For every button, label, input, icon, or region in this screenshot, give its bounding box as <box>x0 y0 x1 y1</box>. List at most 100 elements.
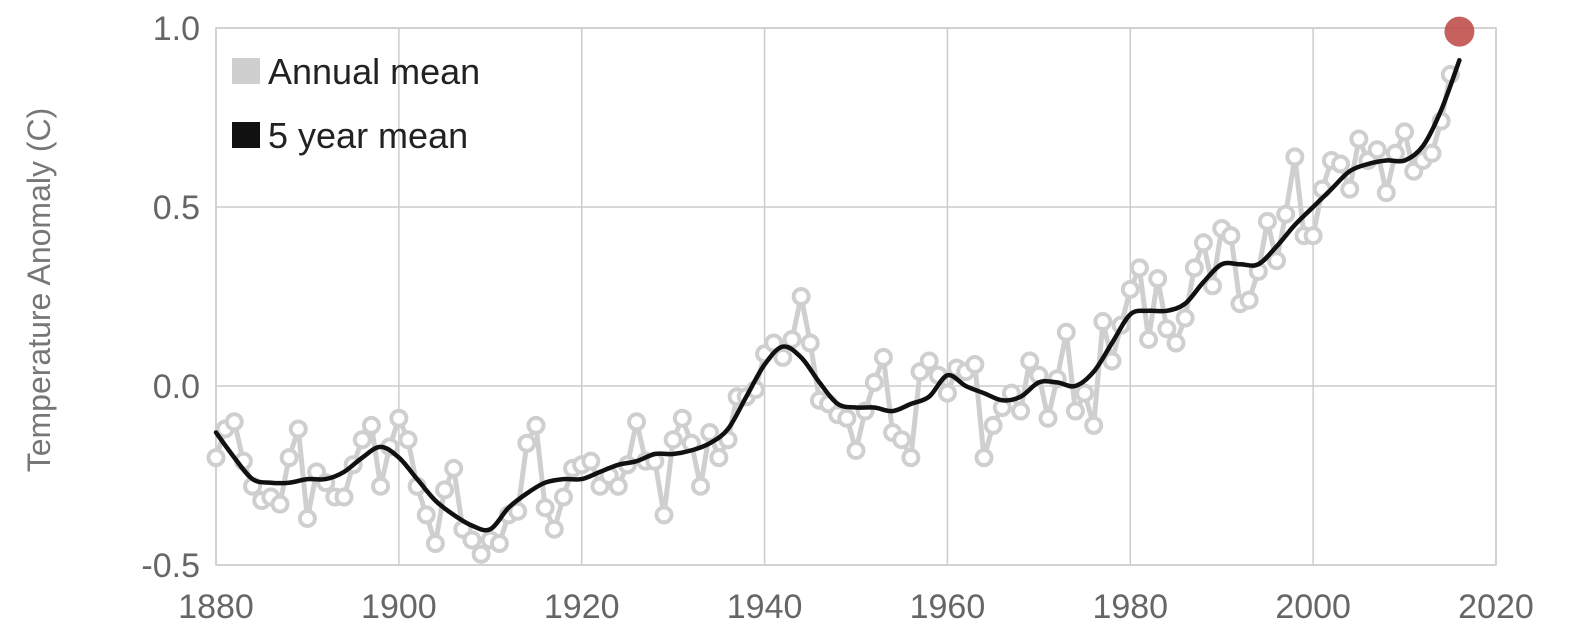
annual-mean-point <box>1102 351 1122 371</box>
grid <box>215 27 1497 566</box>
annual-mean-point <box>1157 319 1177 339</box>
legend-item-5-year-mean[interactable]: 5 year mean <box>232 115 468 156</box>
five-year-mean-series <box>213 57 1462 533</box>
annual-mean-point <box>444 458 464 478</box>
annual-mean-point <box>361 415 381 435</box>
annual-mean-point <box>672 408 692 428</box>
annual-mean-point <box>1139 329 1159 349</box>
annual-mean-point <box>526 415 546 435</box>
annual-mean-point <box>288 419 308 439</box>
annual-mean-point <box>279 448 299 468</box>
annual-mean-point <box>901 448 921 468</box>
latest-value-marker <box>1444 16 1475 47</box>
annual-mean-point <box>1084 415 1104 435</box>
annual-mean-point <box>270 494 290 514</box>
annual-mean-point <box>1075 383 1095 403</box>
annual-mean-point <box>1129 258 1149 278</box>
x-tick-label-1960: 1960 <box>910 588 986 626</box>
legend-swatch-annual <box>232 58 260 84</box>
annual-mean-point <box>1239 290 1259 310</box>
annual-mean-point <box>1267 251 1287 271</box>
annual-mean-point <box>937 383 957 403</box>
annual-mean-point <box>1340 179 1360 199</box>
annual-mean-point <box>1395 122 1415 142</box>
annual-mean-point <box>974 448 994 468</box>
annual-mean-point <box>517 433 537 453</box>
annual-mean-point <box>873 347 893 367</box>
annual-mean-point <box>1367 140 1387 160</box>
annual-mean-point <box>1175 308 1195 328</box>
legend-swatch-5-year <box>232 122 260 148</box>
annual-mean-point <box>1148 269 1168 289</box>
y-tick-label: 1.0 <box>153 10 200 48</box>
annual-mean-point <box>462 530 482 550</box>
annual-mean-point <box>544 519 564 539</box>
legend-item-annual-mean[interactable]: Annual mean <box>232 51 480 92</box>
annual-mean-point <box>1011 401 1031 421</box>
annual-mean-point <box>435 480 455 500</box>
annual-mean-point <box>1193 233 1213 253</box>
annual-mean-point <box>1203 276 1223 296</box>
annual-mean-point <box>800 333 820 353</box>
annual-mean-point <box>654 505 674 525</box>
five-year-mean-line <box>213 57 1462 533</box>
y-tick-label: 0.0 <box>153 368 200 406</box>
legend-label-5-year: 5 year mean <box>268 115 468 156</box>
annual-mean-point <box>1349 129 1369 149</box>
y-axis-ticks: -0.5 0.0 0.5 1.0 <box>141 10 200 585</box>
annual-mean-point <box>1422 143 1442 163</box>
annual-mean-point <box>206 448 226 468</box>
annual-mean-point <box>352 430 372 450</box>
x-tick-label-1900: 1900 <box>361 588 437 626</box>
x-tick-label-1920: 1920 <box>544 588 620 626</box>
annual-mean-point <box>1038 408 1058 428</box>
legend-label-annual: Annual mean <box>268 51 480 92</box>
annual-mean-point <box>773 347 793 367</box>
annual-mean-point <box>1120 279 1140 299</box>
annual-mean-point <box>700 423 720 443</box>
annual-mean-point <box>224 412 244 432</box>
annual-mean-point <box>1166 333 1186 353</box>
annual-mean-point <box>983 415 1003 435</box>
annual-mean-point <box>709 448 729 468</box>
annual-mean-point <box>508 501 528 521</box>
annual-mean-point <box>371 476 391 496</box>
x-tick-label-2020: 2020 <box>1458 588 1534 626</box>
annual-mean-point <box>892 430 912 450</box>
annual-mean-point <box>581 451 601 471</box>
annual-mean-point <box>864 372 884 392</box>
annual-mean-point <box>334 487 354 507</box>
y-axis-title: Temperature Anomaly (C) <box>21 108 57 473</box>
annual-mean-point <box>471 544 491 564</box>
annual-mean-point <box>1331 154 1351 174</box>
annual-mean-point <box>389 408 409 428</box>
annual-mean-point <box>837 408 857 428</box>
annual-mean-point <box>1303 226 1323 246</box>
annual-mean-point <box>1376 183 1396 203</box>
annual-mean-point <box>416 505 436 525</box>
annual-mean-point <box>1285 147 1305 167</box>
annual-mean-point <box>535 498 555 518</box>
x-axis-ticks: 1880 1900 1920 1940 1960 1980 2000 2020 <box>178 588 1534 626</box>
annual-mean-point <box>608 476 628 496</box>
annual-mean-point <box>965 355 985 375</box>
annual-mean-point <box>919 351 939 371</box>
annual-mean-point <box>1221 226 1241 246</box>
x-tick-label-1980: 1980 <box>1092 588 1168 626</box>
x-tick-label-1880: 1880 <box>178 588 254 626</box>
annual-mean-point <box>1065 401 1085 421</box>
x-tick-label-1940: 1940 <box>727 588 803 626</box>
annual-mean-point <box>663 430 683 450</box>
legend[interactable]: Annual mean 5 year mean <box>232 51 480 156</box>
annual-mean-point <box>791 287 811 306</box>
y-tick-label: -0.5 <box>141 547 200 585</box>
annual-mean-point <box>1056 322 1076 342</box>
annual-mean-point <box>1184 258 1204 278</box>
annual-mean-point <box>846 440 866 460</box>
annual-mean-point <box>297 508 317 528</box>
annual-mean-point <box>1257 211 1277 231</box>
annual-mean-point <box>553 487 573 507</box>
annual-mean-point <box>691 476 711 496</box>
highlight-layer <box>1444 16 1475 47</box>
annual-mean-point <box>1093 312 1113 332</box>
